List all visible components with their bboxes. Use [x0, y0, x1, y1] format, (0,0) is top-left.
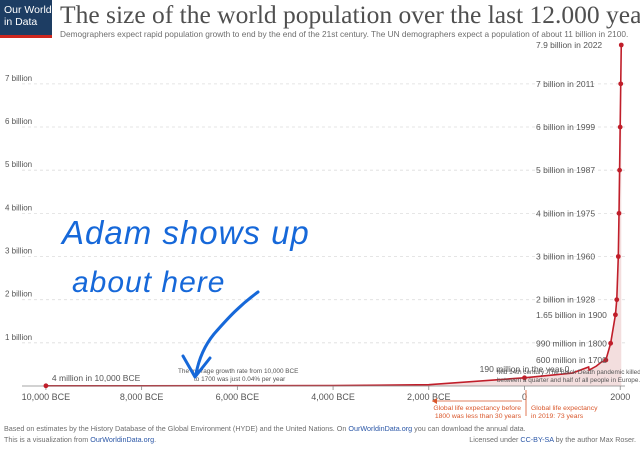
growth-rate-note: to 1700 was just 0.04% per year: [194, 376, 286, 383]
x-tick-label: 2000: [610, 392, 630, 402]
chart-title: The size of the world population over th…: [60, 0, 640, 29]
logo-line-2: in Data: [4, 16, 38, 28]
x-tick-label: 6,000 BCE: [216, 392, 260, 402]
life-expectancy-2019: in 2019: 73 years: [531, 413, 584, 420]
y-tick-label: 2 billion: [5, 290, 32, 299]
data-point-label: 3 billion in 1960: [536, 252, 595, 262]
life-expectancy-1800: Global life expectancy before: [433, 405, 521, 412]
data-point: [603, 357, 609, 363]
life-expectancy-arrowhead: [432, 398, 437, 404]
y-tick-label: 1 billion: [5, 333, 32, 342]
handwritten-arrowhead: [181, 354, 212, 379]
data-point-label: 4 billion in 1975: [536, 208, 595, 218]
data-point-label: 600 million in 1700: [536, 355, 607, 365]
black-death-note: between a quarter and half of all people…: [497, 377, 640, 384]
data-point: [613, 312, 618, 318]
x-tick-label: 2,000 BCE: [407, 392, 451, 402]
data-point-label: 990 million in 1800: [536, 338, 607, 348]
handwritten-arrow: [194, 290, 260, 376]
data-point: [608, 340, 614, 346]
data-point: [616, 210, 622, 216]
footer-license-end: by the author Max Roser.: [553, 435, 636, 444]
footer-source-text: Based on estimates by the History Databa…: [4, 424, 349, 433]
data-point-label: 1.65 billion in 1900: [536, 310, 607, 320]
data-point: [618, 81, 624, 87]
data-point: [615, 254, 621, 259]
x-tick-label: 8,000 BCE: [120, 392, 164, 402]
data-point: [614, 297, 620, 303]
chart-subtitle: Demographers expect rapid population gro…: [60, 29, 629, 39]
data-point: [522, 375, 527, 381]
footer-source-text-end: you can download the annual data.: [412, 424, 526, 433]
x-tick-label: 10,000 BCE: [22, 392, 71, 402]
footer-license: Licensed under CC-BY-SA by the author Ma…: [469, 435, 636, 444]
footer-credit-link[interactable]: OurWorldinData.org: [90, 435, 155, 444]
data-point: [618, 42, 624, 48]
footer-license-link[interactable]: CC-BY-SA: [520, 435, 554, 444]
x-tick-label: 4,000 BCE: [311, 392, 355, 402]
data-point-label: 2 billion in 1928: [536, 295, 595, 305]
footer-source-link[interactable]: OurWorldinData.org: [348, 424, 413, 433]
life-expectancy-1800: 1800 was less than 30 years: [435, 413, 522, 420]
owid-logo[interactable]: Our World in Data: [0, 0, 52, 38]
footer-source: Based on estimates by the History Databa…: [4, 424, 526, 433]
x-tick-label: 0: [522, 392, 527, 402]
y-tick-label: 5 billion: [5, 160, 32, 169]
y-tick-label: 7 billion: [5, 74, 32, 83]
handwritten-note: Adam shows up: [60, 214, 310, 251]
data-point-label: 190 million in the year 0: [480, 364, 570, 374]
y-tick-label: 3 billion: [5, 247, 32, 256]
data-point-label: 5 billion in 1987: [536, 165, 595, 175]
life-expectancy-2019: Global life expectancy: [531, 405, 598, 412]
data-point: [617, 167, 622, 173]
footer-credit: This is a visualization from OurWorldinD…: [4, 435, 156, 444]
data-point-label: 6 billion in 1999: [536, 122, 595, 132]
data-point: [43, 383, 49, 389]
data-point-label: 7 billion in 2011: [536, 79, 595, 89]
black-death-note: Mid 14th century: The Black Death pandem…: [497, 369, 640, 376]
logo-accent-bar: [0, 35, 52, 38]
population-line: [45, 44, 623, 387]
data-point-label: 7.9 billion in 2022: [536, 40, 602, 50]
data-point-label: 4 million in 10,000 BCE: [52, 373, 141, 383]
y-tick-label: 4 billion: [5, 203, 32, 212]
footer-license-text: Licensed under: [469, 435, 521, 444]
growth-rate-note: The average growth rate from 10,000 BCE: [178, 368, 298, 375]
data-point: [617, 124, 623, 130]
logo-line-1: Our World: [4, 4, 52, 16]
y-tick-label: 6 billion: [5, 117, 32, 126]
footer-credit-end: .: [154, 435, 157, 444]
footer-credit-text: This is a visualization from: [4, 435, 91, 444]
handwritten-note: about here: [72, 266, 225, 299]
